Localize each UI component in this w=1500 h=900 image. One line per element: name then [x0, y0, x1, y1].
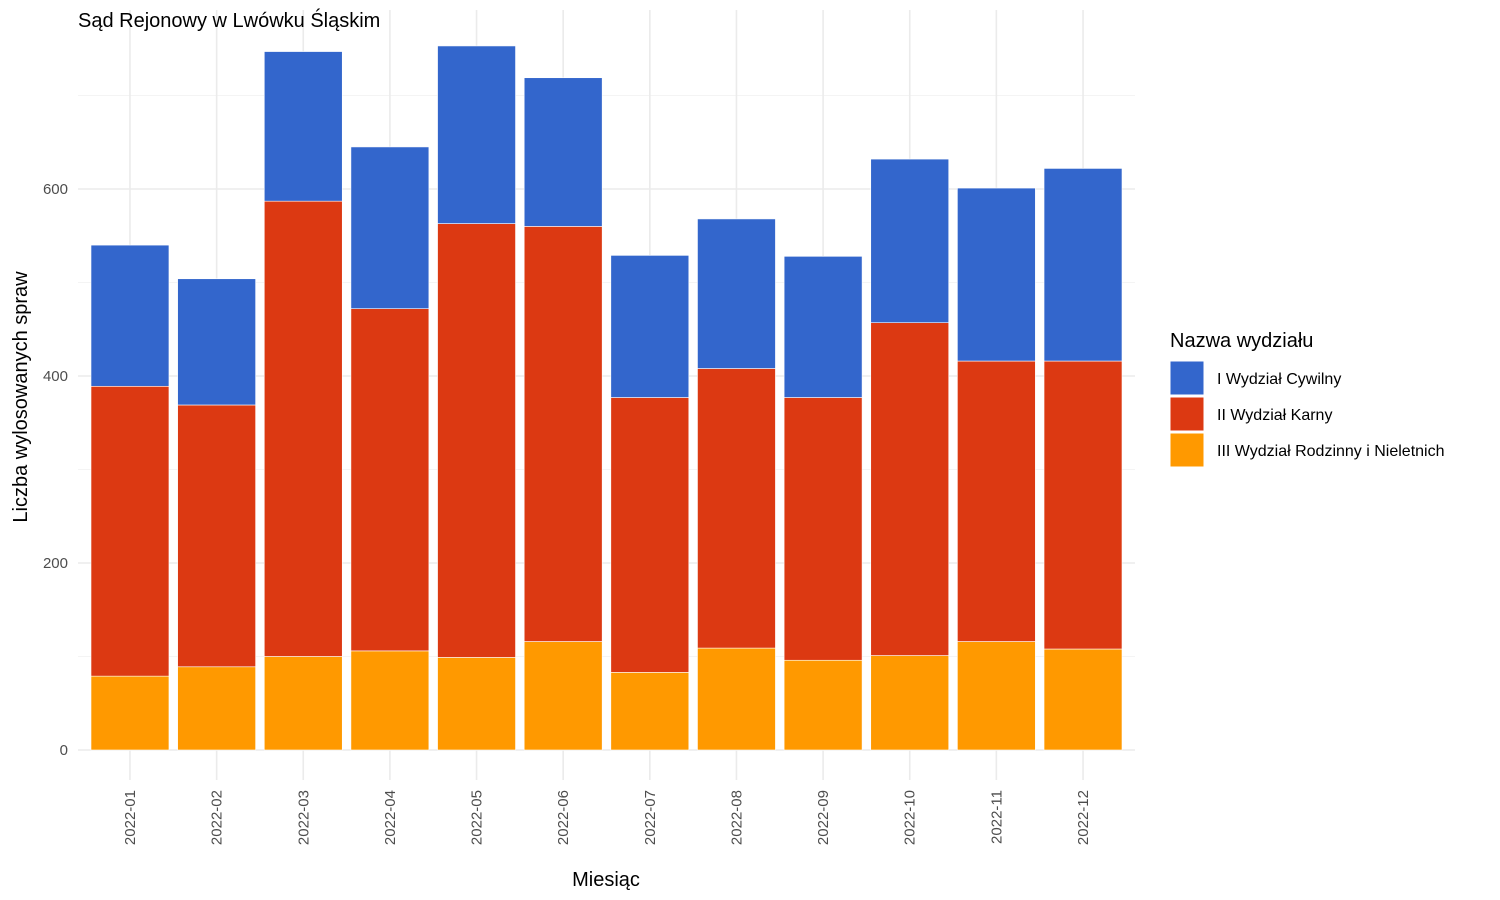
x-axis-ticks: 2022-01 2022-02 2022-03 2022-04 2022-05 2022-…: [122, 790, 1092, 845]
y-tick-label: 200: [43, 555, 68, 572]
bar-segment: [523, 77, 603, 227]
y-tick-label: 600: [43, 181, 68, 198]
bar-segment: [957, 360, 1036, 642]
bar-segment: [870, 322, 950, 656]
y-tick-label: 400: [43, 368, 68, 385]
bar-segment: [1043, 360, 1123, 650]
bar-segment: [783, 397, 863, 661]
legend-label: II Wydział Karny: [1217, 407, 1332, 424]
x-tick-label: 2022-11: [988, 790, 1005, 844]
bar-segment: [263, 51, 343, 202]
bar-segment: [263, 656, 343, 751]
bar-segment: [697, 218, 776, 369]
bar-segment: [523, 641, 603, 751]
legend-label: III Wydział Rodzinny i Nieletnich: [1217, 443, 1445, 460]
bar-segment: [437, 657, 516, 751]
bar-segment: [350, 650, 430, 751]
bar-segment: [177, 404, 256, 668]
bar-segment: [437, 45, 516, 224]
bar-segment: [1043, 648, 1123, 751]
legend: Nazwa wydziału I Wydział Cywilny II Wydzi…: [1169, 330, 1445, 468]
bar-segment: [610, 672, 690, 751]
x-tick-label: 2022-05: [469, 790, 486, 845]
bar-segment: [610, 255, 690, 398]
x-tick-label: 2022-01: [122, 790, 139, 845]
bar-segment: [523, 226, 603, 642]
bar-segment: [437, 223, 516, 658]
bar-segment: [697, 647, 776, 751]
bar-segment: [177, 278, 256, 406]
legend-key: [1169, 432, 1205, 468]
bar-segment: [783, 256, 863, 398]
bar-segment: [177, 666, 256, 751]
bar-segment: [263, 200, 343, 657]
chart-title: Sąd Rejonowy w Lwówku Śląskim: [78, 8, 380, 32]
bar-segment: [90, 385, 170, 677]
y-axis-ticks: 0 200 400 600: [43, 181, 68, 759]
bar-segment: [1043, 168, 1123, 362]
x-tick-label: 2022-02: [209, 790, 226, 845]
legend-title: Nazwa wydziału: [1170, 330, 1313, 352]
bar-segment: [90, 244, 170, 387]
bar-segment: [350, 308, 430, 652]
x-tick-label: 2022-08: [728, 790, 745, 845]
x-tick-label: 2022-10: [902, 790, 919, 845]
bar-segment: [957, 187, 1036, 362]
bar-segment: [90, 675, 170, 751]
bar-segment: [610, 397, 690, 673]
legend-key: [1169, 360, 1205, 396]
legend-label: I Wydział Cywilny: [1217, 371, 1341, 388]
x-axis-title: Miesiąc: [572, 869, 640, 891]
y-tick-label: 0: [60, 742, 68, 759]
bar-segment: [870, 158, 950, 324]
y-axis-title: Liczba wylosowanych spraw: [10, 271, 32, 523]
bars: [90, 45, 1123, 751]
x-tick-label: 2022-03: [295, 790, 312, 845]
bar-segment: [957, 641, 1036, 751]
x-tick-label: 2022-12: [1075, 790, 1092, 845]
x-tick-label: 2022-07: [642, 790, 659, 845]
bar-segment: [697, 368, 776, 649]
bar-segment: [783, 659, 863, 751]
bar-segment: [350, 146, 430, 309]
legend-key: [1169, 396, 1205, 432]
x-tick-label: 2022-09: [815, 790, 832, 845]
x-tick-label: 2022-06: [555, 790, 572, 845]
bar-segment: [870, 655, 950, 751]
x-tick-label: 2022-04: [382, 790, 399, 845]
